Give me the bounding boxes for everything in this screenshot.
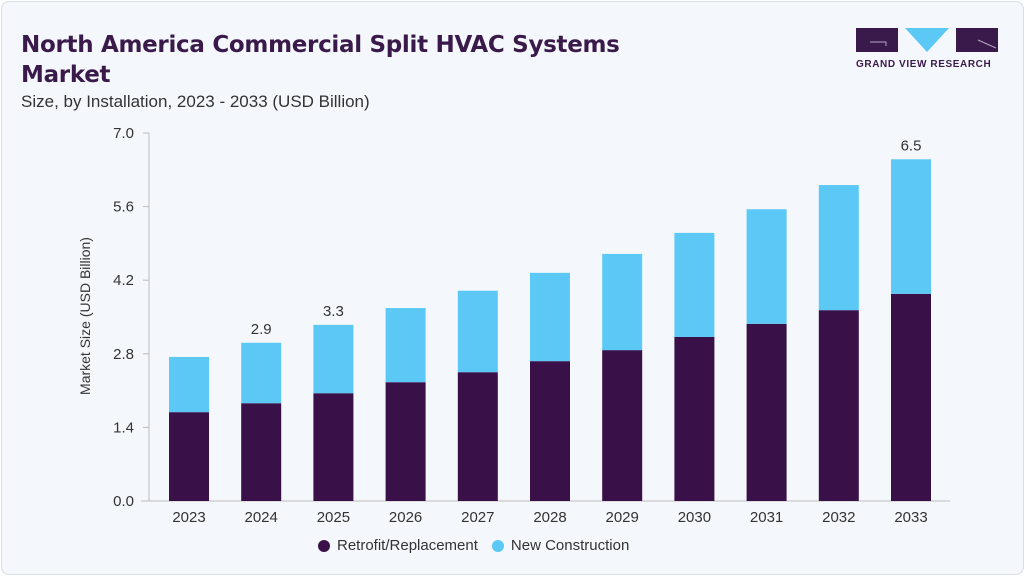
bar-retrofit-2024	[241, 403, 282, 501]
bar-new-construction-2027	[457, 290, 498, 373]
logo-text: GRAND VIEW RESEARCH	[856, 59, 992, 70]
x-tick-label: 2032	[822, 509, 855, 526]
x-tick-label: 2031	[750, 509, 783, 526]
y-tick-label: 5.6	[113, 199, 134, 216]
legend-item-new-construction: New Construction	[491, 537, 630, 554]
y-tick-label: 2.8	[113, 346, 134, 363]
bar-retrofit-2030	[674, 336, 715, 501]
x-tick-label: 2023	[172, 509, 205, 526]
legend-item-retrofit: Retrofit/Replacement	[318, 537, 478, 554]
bar-retrofit-2026	[385, 382, 426, 501]
data-label-2024: 2.9	[251, 321, 272, 338]
bar-new-construction-2031	[746, 209, 787, 324]
y-axis-label: Market Size (USD Billion)	[77, 237, 93, 395]
bar-retrofit-2023	[169, 412, 209, 501]
x-tick-label: 2030	[678, 509, 711, 526]
bar-retrofit-2029	[602, 350, 643, 501]
y-tick-label: 4.2	[113, 272, 134, 289]
bar-new-construction-2032	[818, 185, 859, 311]
legend-label-new-construction: New Construction	[510, 537, 630, 554]
bar-new-construction-2026	[385, 308, 426, 383]
data-label-2033: 6.5	[901, 137, 922, 154]
bar-retrofit-2025	[313, 393, 354, 501]
bar-new-construction-2024	[241, 342, 282, 404]
data-label-2025: 3.3	[323, 303, 344, 320]
legend-swatch-new-construction	[491, 539, 504, 552]
x-tick-label: 2029	[606, 509, 639, 526]
legend-label-retrofit: Retrofit/Replacement	[337, 537, 478, 554]
bar-retrofit-2027	[457, 372, 498, 501]
y-tick-label: 0.0	[113, 493, 134, 510]
x-tick-label: 2033	[894, 509, 927, 526]
legend-swatch-retrofit	[318, 539, 330, 552]
bar-new-construction-2023	[169, 356, 209, 413]
x-tick-label: 2026	[389, 509, 422, 526]
chart-title: North America Commercial Split HVAC Syst…	[21, 32, 620, 88]
bar-retrofit-2032	[818, 310, 859, 501]
bar-new-construction-2030	[674, 232, 715, 337]
bar-retrofit-2033	[891, 293, 931, 501]
y-tick-label: 7.0	[113, 125, 134, 142]
bar-new-construction-2033	[891, 159, 931, 294]
bar-retrofit-2028	[530, 361, 570, 501]
x-tick-label: 2027	[461, 509, 494, 526]
chart-subtitle: Size, by Installation, 2023 - 2033 (USD …	[21, 92, 370, 111]
y-tick-label: 1.4	[113, 419, 134, 436]
x-tick-label: 2028	[533, 509, 566, 526]
legend: Retrofit/Replacement New Construction	[318, 537, 629, 554]
x-tick-label: 2025	[317, 509, 350, 526]
bar-new-construction-2025	[313, 324, 354, 394]
x-tick-label: 2024	[245, 509, 278, 526]
bar-new-construction-2029	[602, 253, 643, 351]
grand-view-research-logo	[856, 28, 998, 52]
bar-new-construction-2028	[530, 272, 570, 362]
bar-retrofit-2031	[746, 323, 787, 501]
